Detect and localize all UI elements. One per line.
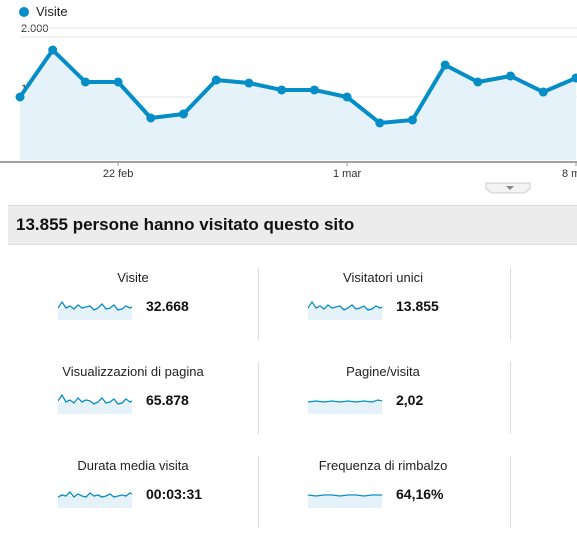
data-point bbox=[80, 77, 90, 87]
expand-arrow[interactable] bbox=[506, 186, 514, 190]
metric-label: Visualizzazioni di pagina bbox=[62, 364, 204, 379]
data-point bbox=[342, 92, 352, 102]
data-point bbox=[407, 115, 417, 125]
metric-value: 00:03:31 bbox=[146, 486, 203, 502]
data-point bbox=[179, 109, 189, 119]
data-point bbox=[309, 85, 319, 95]
metric-label: Frequenza di rimbalzo bbox=[318, 458, 448, 473]
sparkline bbox=[308, 399, 382, 414]
series-area bbox=[20, 50, 576, 160]
data-point bbox=[440, 60, 450, 70]
metric-label: Visitatori unici bbox=[343, 270, 423, 285]
sparkline bbox=[58, 393, 132, 414]
metric-value: 64,16% bbox=[396, 486, 444, 502]
metric-label: Durata media visita bbox=[77, 458, 189, 473]
metric-label: Pagine/visita bbox=[346, 364, 420, 379]
data-point bbox=[506, 71, 516, 81]
divider bbox=[510, 362, 511, 434]
y-tick-label: 2.000 bbox=[21, 23, 49, 35]
x-tick-label: 8 mar bbox=[562, 168, 577, 180]
metric: Visite 32.668 bbox=[18, 270, 248, 350]
x-tick-label: 1 mar bbox=[333, 168, 361, 180]
data-point bbox=[146, 113, 156, 123]
legend-label: Visite bbox=[36, 4, 68, 19]
sparkline bbox=[308, 300, 382, 320]
divider bbox=[510, 456, 511, 528]
data-point bbox=[15, 92, 25, 102]
metric: Frequenza di rimbalzo 64,16% bbox=[268, 458, 498, 538]
summary-header: 13.855 persone hanno visitato questo sit… bbox=[8, 205, 577, 245]
metric-value: 65.878 bbox=[146, 392, 189, 408]
metric-label: Visite bbox=[117, 270, 149, 285]
divider bbox=[258, 456, 259, 528]
summary-title: 13.855 persone hanno visitato questo sit… bbox=[16, 215, 355, 234]
data-point bbox=[571, 73, 577, 83]
metric: Durata media visita 00:03:31 bbox=[18, 458, 248, 538]
divider bbox=[258, 268, 259, 340]
data-point bbox=[375, 118, 385, 128]
metric-value: 32.668 bbox=[146, 298, 189, 314]
sparkline bbox=[58, 491, 132, 508]
x-tick-label: 22 feb bbox=[103, 168, 134, 180]
data-point bbox=[211, 75, 221, 85]
data-point bbox=[113, 77, 123, 87]
divider bbox=[510, 268, 511, 340]
data-point bbox=[244, 78, 254, 88]
data-point bbox=[473, 77, 483, 87]
data-point bbox=[48, 45, 58, 55]
sparkline bbox=[308, 494, 382, 508]
metric-value: 13.855 bbox=[396, 298, 439, 314]
series-line bbox=[18, 48, 577, 125]
legend-marker bbox=[19, 7, 29, 17]
data-point bbox=[277, 85, 287, 95]
metric: Pagine/visita 2,02 bbox=[268, 364, 498, 444]
sparkline bbox=[58, 300, 132, 320]
data-point bbox=[538, 87, 548, 97]
metric: Visualizzazioni di pagina 65.878 bbox=[18, 364, 248, 444]
metric: Visitatori unici 13.855 bbox=[268, 270, 498, 350]
divider bbox=[258, 362, 259, 434]
metric-value: 2,02 bbox=[396, 392, 424, 408]
